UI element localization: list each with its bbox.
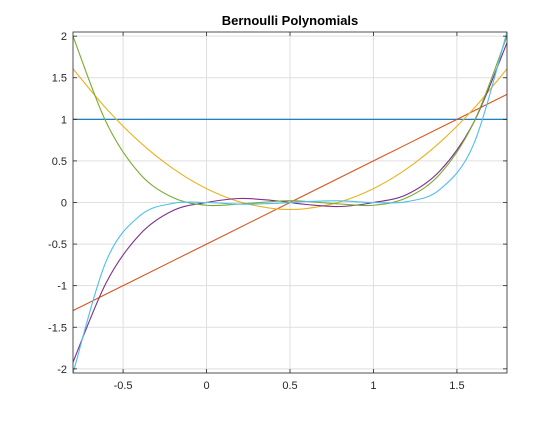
plot-area [73,32,507,373]
x-tick-label: -0.5 [114,380,133,392]
y-tick-label: 0.5 [52,156,67,168]
x-tick-label: 1.5 [449,380,464,392]
series-line-3 [73,68,507,211]
x-tick-label: 0 [203,380,209,392]
series-line-6 [73,32,507,373]
y-tick-label: 1 [61,114,67,126]
y-tick-label: -1 [57,281,67,293]
x-tick-label: 0.5 [282,380,297,392]
y-tick-label: -1.5 [48,322,67,334]
axes: -0.5 0 0.5 1 1.5 -2 -1.5 -1 -0.5 0 0.5 1 1.5 2 [48,31,508,392]
series-line-5 [73,35,507,207]
y-tick-label: 0 [61,198,67,210]
chart-title: Bernoulli Polynomials [222,13,359,28]
y-tick-label: 2 [61,31,67,43]
y-tick-label: 1.5 [52,73,67,85]
x-tick-label: 1 [370,380,376,392]
y-tick-label: -2 [57,364,67,376]
y-tick-label: -0.5 [48,239,67,251]
